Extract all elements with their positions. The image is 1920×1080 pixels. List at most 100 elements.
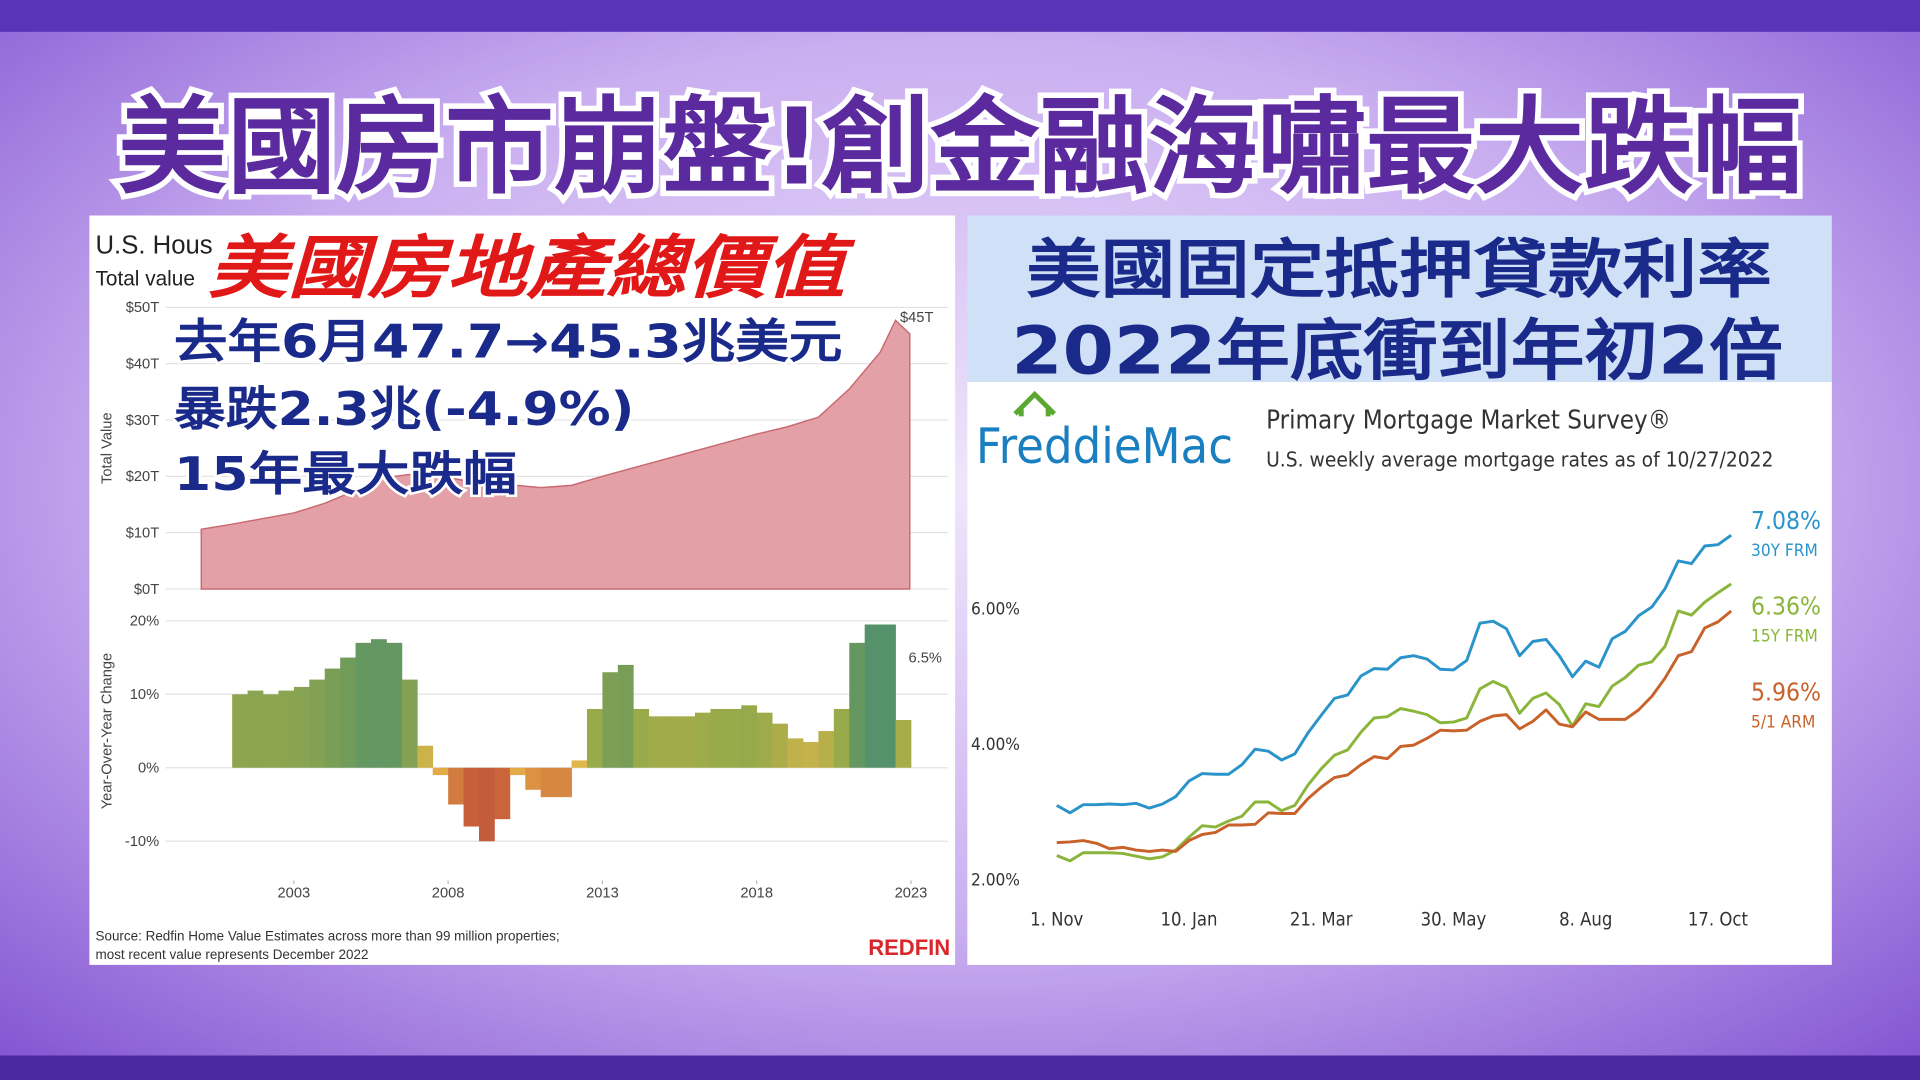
panel-title: 美國固定抵押貸款利率 [1026,233,1772,307]
overlay-title: 美國房地產總價值 [208,228,856,308]
y-tick-label: $50T [126,300,160,316]
bar [509,767,526,776]
bar [648,716,665,768]
top-band [0,0,1920,32]
bar [448,767,464,805]
right-panel [967,382,1832,965]
y-axis-label: Year-Over-Year Change [99,653,115,810]
value-label: 7.08% [1751,506,1821,535]
bar [263,694,279,768]
chart-title: U.S. Hous [96,231,213,259]
bar [833,708,850,768]
bar [463,767,480,827]
x-tick-label: 2023 [895,886,928,902]
bar [617,664,634,768]
chart-subtitle: Total value [96,267,195,290]
y-tick-label: $20T [126,469,160,485]
line [1056,609,1733,853]
bar [787,738,804,768]
y-tick-label: -10% [125,834,159,850]
overlay-note: 15年最大跌幅 [174,447,517,501]
chart-subtitle: U.S. weekly average mortgage rates as of… [1266,448,1773,472]
bar [247,690,264,768]
bar [756,712,773,768]
bar [895,720,912,768]
yoy-change-chart: -10% 0% 10% 20% 2003 2008 2013 2018 2023 6.5% Year… [99,614,949,902]
y-tick-label: $30T [126,413,160,429]
bar [864,624,881,768]
y-tick-label: 20% [130,614,159,630]
source-note: most recent value represents December 20… [96,947,369,962]
y-tick-label: 10% [130,687,159,703]
bar [340,657,356,768]
bottom-band [0,1055,1920,1080]
bar [694,712,711,768]
y-tick-label: 2.00% [971,870,1020,890]
chart-title: Primary Mortgage Market Survey® [1266,406,1671,436]
housing-value-chart: $0T $10T $20T $30T $40T $50T $45T Total Value [99,300,949,598]
bar [355,642,372,768]
x-tick-label: 2008 [432,886,465,902]
y-tick-label: 4.00% [971,735,1020,755]
bar [725,708,742,768]
line [1056,533,1733,815]
bar [741,705,758,768]
value-label: 6.36% [1751,592,1821,621]
bar [802,742,819,768]
annotation: $45T [900,310,934,326]
value-label: 5.96% [1751,677,1821,706]
bar [479,767,495,842]
bar [849,642,866,768]
bar [309,679,326,768]
bar [386,642,403,768]
bar [818,731,835,768]
x-tick-label: 10. Jan [1160,910,1217,931]
bar [602,672,619,768]
bar [571,760,588,768]
brand-logo: FreddieMac [976,418,1233,475]
headline: 美國房市崩盤!創金融海嘯最大跌幅 [118,86,1802,209]
mortgage-rate-chart: 2.00% 4.00% 6.00% 1. Nov 10. Jan 21. Mar 30. M… [971,506,1821,931]
legend-label: 30Y FRM [1751,541,1818,561]
x-tick-label: 2003 [278,886,311,902]
left-panel [89,215,956,965]
bar [293,686,310,768]
logo-house [1013,390,1057,417]
bar [880,624,896,768]
y-axis-label: Total Value [99,412,115,484]
y-tick-label: 6.00% [971,599,1020,619]
x-tick-label: 2018 [740,886,773,902]
x-tick-label: 2013 [586,886,619,902]
bar [664,716,680,768]
bar [494,767,511,820]
brand-logo: REDFIN [868,935,950,960]
bar [278,690,295,768]
source-note: Source: Redfin Home Value Estimates acro… [96,928,560,943]
y-tick-label: $40T [126,357,160,373]
x-tick-label: 30. May [1421,910,1487,931]
y-tick-label: 0% [138,761,159,777]
legend-label: 5/1 ARM [1751,712,1815,732]
bar [710,708,727,768]
right-title-panel [967,215,1832,383]
x-tick-label: 21. Mar [1290,910,1353,931]
bar [525,767,542,790]
area [200,319,911,590]
bar [586,708,603,768]
bar [432,767,449,776]
overlay-note: 去年6月47.7→45.3兆美元 [174,315,843,369]
panel-title: 2022年底衝到年初2倍 [1011,312,1782,389]
bar [401,679,418,768]
legend-label: 15Y FRM [1751,627,1818,647]
x-tick-label: 17. Oct [1688,910,1749,931]
bar [417,745,434,768]
bar [540,767,557,798]
x-tick-label: 1. Nov [1030,910,1083,931]
line [1056,582,1732,863]
bar [232,694,248,768]
bar [324,668,341,768]
y-tick-label: $10T [126,526,160,542]
bar [633,708,650,768]
annotation: 6.5% [909,650,942,666]
